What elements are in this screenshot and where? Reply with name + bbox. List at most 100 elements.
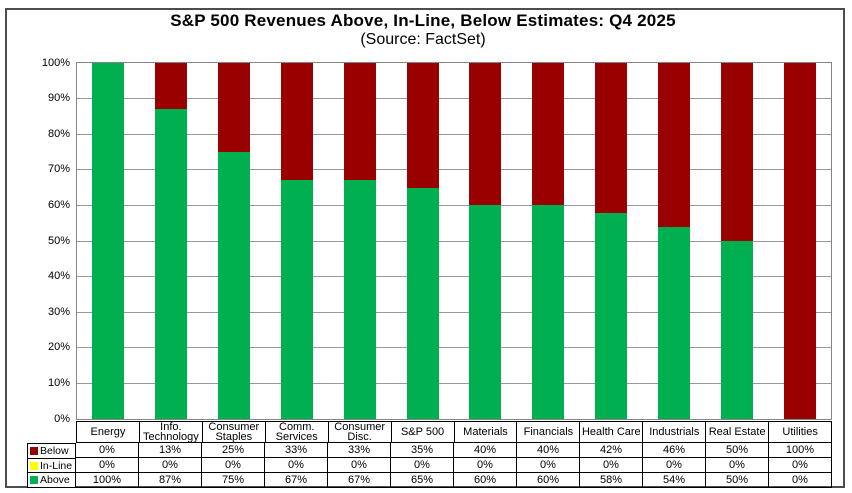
category-header-row: Energy Info. Technology Consumer Staples Co…	[76, 421, 832, 443]
category-cell: Materials	[455, 422, 518, 442]
value-cell: 100%	[76, 473, 139, 487]
value-cell: 50%	[706, 473, 769, 487]
bar-segment-below	[218, 63, 251, 152]
y-axis-tick-label: 40%	[47, 270, 70, 283]
y-axis-tick-label: 80%	[47, 127, 70, 140]
bar-column-materials	[469, 63, 502, 419]
category-cell: Consumer Disc.	[329, 421, 392, 443]
value-cell: 0%	[391, 458, 454, 472]
legend-swatch-above	[30, 476, 38, 485]
bar-segment-below	[406, 63, 439, 188]
value-cell: 0%	[517, 458, 580, 472]
value-cell: 25%	[202, 443, 265, 457]
value-cell: 40%	[517, 443, 580, 457]
bar-segment-below	[280, 63, 313, 181]
bar-segment-below	[532, 63, 565, 206]
bar-column-comm-services	[280, 63, 313, 419]
value-cell: 0%	[328, 458, 391, 472]
table-row-below: 0% 13% 25% 33% 33% 35% 40% 40% 42% 46% 50% 100%	[76, 443, 832, 458]
bar-segment-above	[155, 109, 188, 419]
y-axis-tick-label: 30%	[47, 305, 70, 318]
bar-column-s-p-500	[406, 63, 439, 419]
value-cell: 0%	[769, 458, 832, 472]
bar-segment-below	[155, 63, 188, 110]
bar-segment-below	[657, 63, 690, 227]
y-axis-tick-label: 70%	[47, 163, 70, 176]
y-axis-tick-label: 10%	[47, 376, 70, 389]
value-cell: 35%	[391, 443, 454, 457]
value-cell: 50%	[706, 443, 769, 457]
value-cell: 60%	[517, 473, 580, 487]
category-cell: S&P 500	[392, 422, 455, 442]
legend-swatch-in-line	[30, 461, 38, 470]
bar-segment-below	[783, 63, 816, 419]
category-cell: Info. Technology	[140, 421, 203, 443]
bar-column-utilities	[783, 63, 816, 419]
bar-segment-above	[720, 241, 753, 419]
bar-segment-above	[218, 152, 251, 419]
gridline	[77, 311, 831, 313]
value-cell: 54%	[643, 473, 706, 487]
category-cell: Industrials	[643, 422, 707, 442]
gridline	[77, 276, 831, 278]
bar-segment-above	[280, 180, 313, 419]
value-cell: 0%	[76, 458, 139, 472]
bar-segment-below	[343, 63, 376, 181]
value-cell: 87%	[139, 473, 202, 487]
legend-label: In-Line	[40, 459, 73, 472]
value-cell: 0%	[139, 458, 202, 472]
bar-column-info-technology	[155, 63, 188, 419]
bar-column-health-care	[595, 63, 628, 419]
bar-column-financials	[532, 63, 565, 419]
value-cell: 0%	[265, 458, 328, 472]
gridline	[77, 169, 831, 171]
y-axis-tick-label: 20%	[47, 341, 70, 354]
bar-segment-above	[657, 226, 690, 419]
legend-row-below: Below	[28, 444, 75, 459]
gridline	[77, 98, 831, 100]
y-axis-tick-label: 50%	[47, 234, 70, 247]
y-axis-tick-label: 90%	[47, 92, 70, 105]
gridline	[77, 347, 831, 349]
value-cell: 46%	[643, 443, 706, 457]
y-axis-tick-label: 0%	[54, 412, 70, 425]
value-cell: 60%	[454, 473, 517, 487]
value-cell: 40%	[454, 443, 517, 457]
bar-segment-below	[720, 63, 753, 241]
chart-subtitle: (Source: FactSet)	[360, 31, 486, 48]
chart-title: S&P 500 Revenues Above, In-Line, Below E…	[170, 11, 676, 30]
table-legend-column: Below In-Line Above	[27, 443, 76, 489]
value-cell: 58%	[580, 473, 643, 487]
bar-segment-above	[343, 180, 376, 419]
category-cell: Real Estate	[706, 422, 770, 442]
category-cell: Comm. Services	[266, 421, 329, 443]
bar-segment-above	[532, 205, 565, 419]
y-axis-tick-label: 60%	[47, 198, 70, 211]
value-cell: 0%	[76, 443, 139, 457]
value-cell: 33%	[265, 443, 328, 457]
value-cell: 67%	[328, 473, 391, 487]
bar-column-consumer-disc	[343, 63, 376, 419]
gridline	[77, 240, 831, 242]
value-cell: 65%	[391, 473, 454, 487]
value-cell: 67%	[265, 473, 328, 487]
gridline	[77, 204, 831, 206]
category-cell: Utilities	[782, 425, 818, 438]
gridline	[77, 133, 831, 135]
bar-segment-above	[406, 187, 439, 419]
bar-segment-above	[469, 205, 502, 419]
bar-column-energy	[92, 63, 125, 419]
bar-segment-below	[469, 63, 502, 206]
gridline	[77, 382, 831, 384]
y-axis-tick-label: 100%	[41, 56, 70, 69]
bar-segment-above	[92, 63, 125, 419]
value-cell: 0%	[643, 458, 706, 472]
category-cell: Financials	[517, 422, 581, 442]
legend-row-above: Above	[28, 473, 75, 489]
bar-column-real-estate	[720, 63, 753, 419]
legend-swatch-below	[30, 446, 38, 455]
table-row-in-line: 0% 0% 0% 0% 0% 0% 0% 0% 0% 0% 0% 0%	[76, 458, 832, 473]
category-cell: Consumer Staples	[203, 421, 266, 443]
table-row-above: 100% 87% 75% 67% 67% 65% 60% 60% 58% 54% 50% 0%	[76, 473, 832, 488]
